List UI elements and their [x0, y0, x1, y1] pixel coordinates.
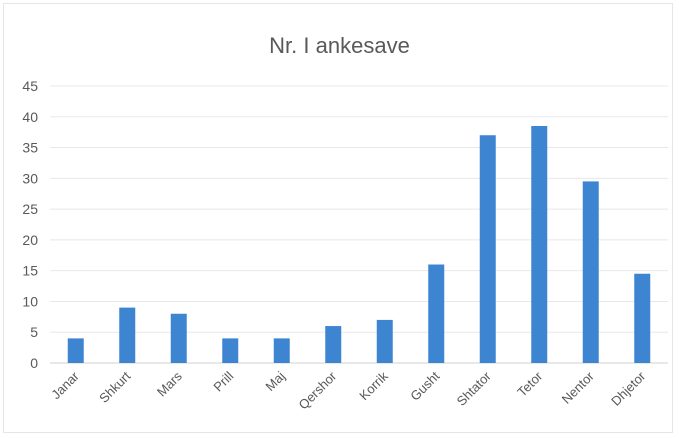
bar	[531, 126, 548, 363]
y-tick-label: 25	[22, 201, 38, 217]
x-tick-label: Janar	[48, 368, 82, 402]
y-tick-label: 15	[22, 263, 38, 279]
bar	[222, 338, 239, 363]
x-tick-label: Korrik	[356, 368, 391, 403]
x-tick-label: Prill	[210, 368, 236, 394]
bar	[428, 264, 445, 363]
y-tick-label: 30	[22, 170, 38, 186]
x-tick-label: Mars	[154, 368, 185, 399]
x-tick-label: Maj	[262, 368, 287, 393]
bar	[376, 319, 393, 363]
y-tick-label: 10	[22, 293, 38, 309]
y-tick-label: 20	[22, 232, 38, 248]
y-tick-label: 45	[22, 78, 38, 94]
bar	[170, 313, 187, 363]
bar	[119, 307, 136, 363]
bar	[582, 181, 599, 363]
y-tick-label: 0	[30, 355, 38, 371]
x-tick-label: Tetor	[514, 368, 546, 400]
bar	[273, 338, 290, 363]
bar	[479, 135, 496, 363]
x-tick-label: Nentor	[559, 368, 598, 407]
y-tick-label: 35	[22, 140, 38, 156]
x-tick-label: Qershor	[296, 368, 340, 412]
y-tick-label: 5	[30, 324, 38, 340]
x-tick-label: Dhjetor	[608, 368, 649, 409]
bar	[325, 326, 342, 363]
x-tick-label: Gusht	[407, 368, 442, 403]
chart-title: Nr. I ankesave	[269, 33, 410, 58]
x-tick-label: Shkurt	[96, 368, 133, 405]
bar	[67, 338, 84, 363]
y-tick-label: 40	[22, 109, 38, 125]
x-tick-label: Shtator	[454, 368, 495, 409]
bar	[634, 273, 651, 363]
